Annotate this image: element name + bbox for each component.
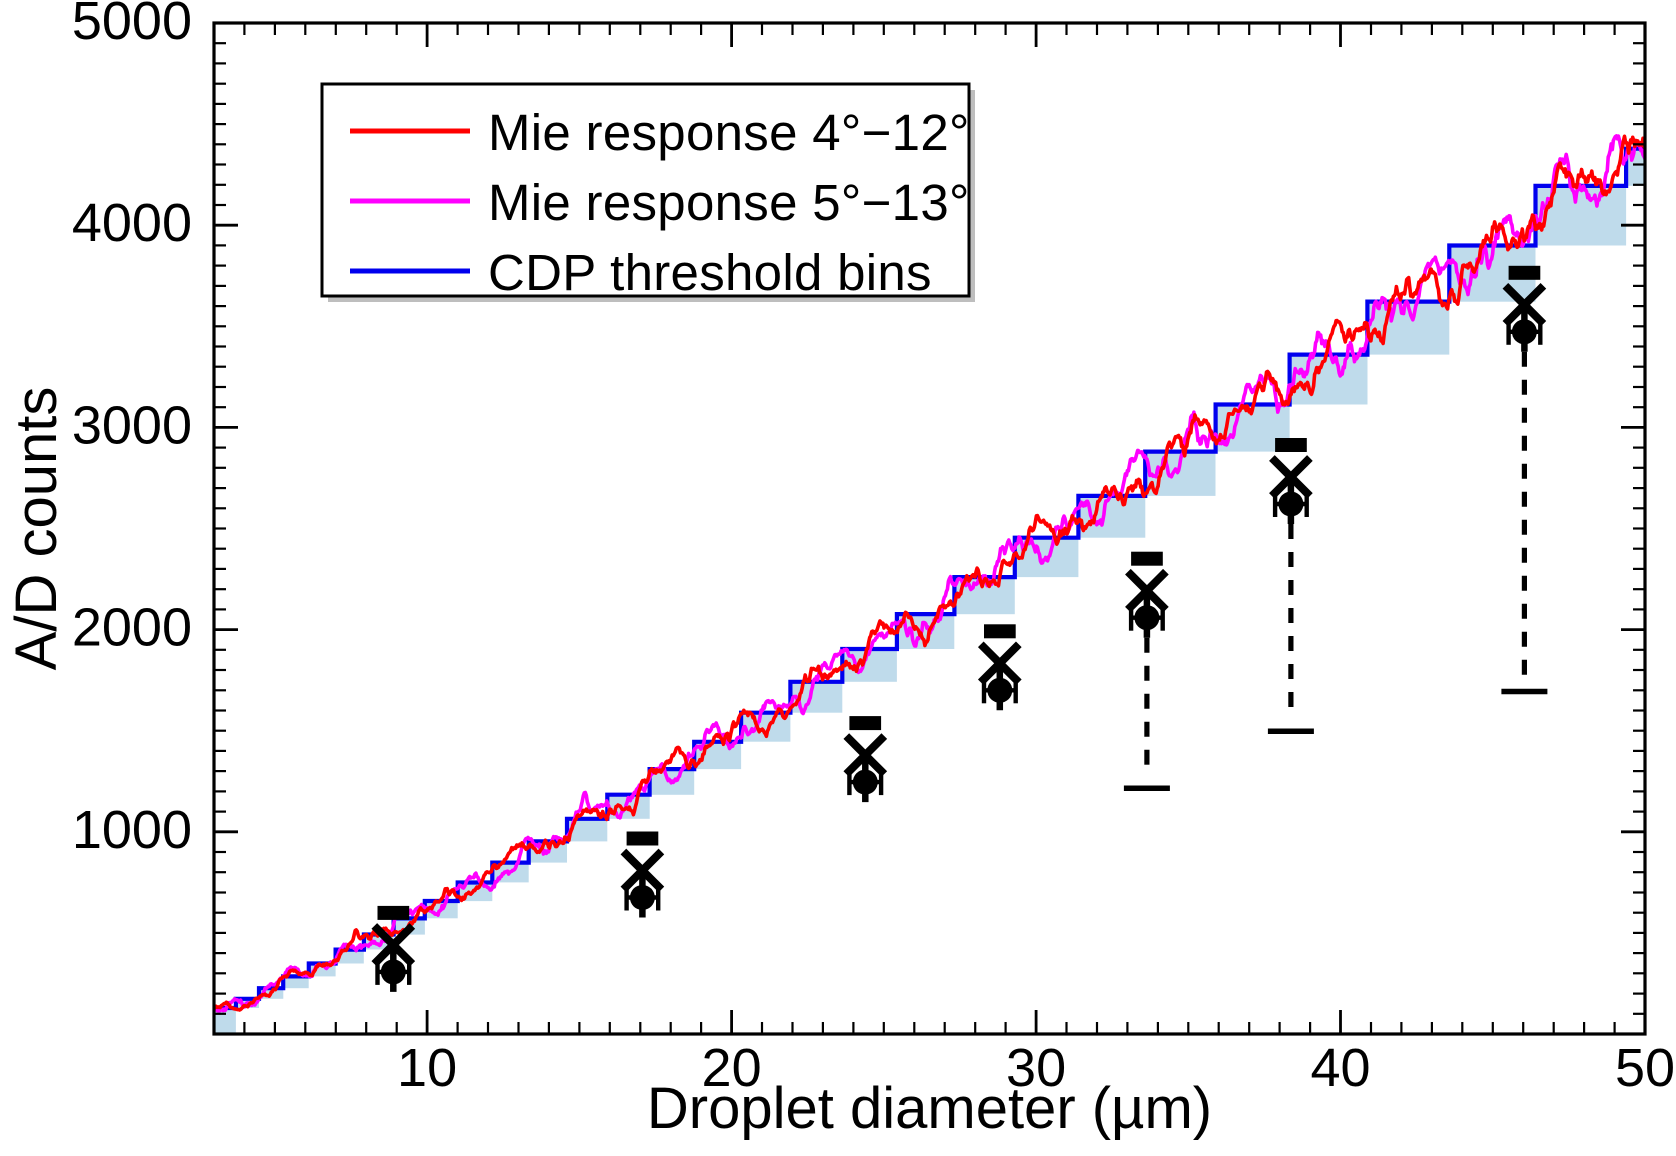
svg-text:3000: 3000: [72, 395, 192, 455]
svg-text:50: 50: [1615, 1038, 1675, 1098]
svg-text:CDP threshold bins: CDP threshold bins: [488, 244, 932, 301]
svg-text:1000: 1000: [72, 800, 192, 860]
svg-text:Droplet diameter (µm): Droplet diameter (µm): [647, 1076, 1212, 1141]
svg-text:40: 40: [1310, 1038, 1370, 1098]
svg-text:Mie response 4°−12°: Mie response 4°−12°: [488, 104, 970, 161]
svg-text:Mie response 5°−13°: Mie response 5°−13°: [488, 174, 970, 231]
svg-text:4000: 4000: [72, 193, 192, 253]
svg-text:5000: 5000: [72, 0, 192, 51]
svg-text:2000: 2000: [72, 598, 192, 658]
svg-text:A/D counts: A/D counts: [4, 387, 69, 671]
svg-text:10: 10: [397, 1038, 457, 1098]
